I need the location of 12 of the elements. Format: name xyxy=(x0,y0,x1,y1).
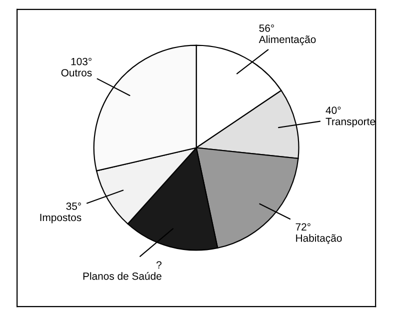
slice-label: Alimentação xyxy=(258,35,316,46)
slice-label: Habitação xyxy=(296,234,342,244)
slice-label: Impostos xyxy=(40,214,82,224)
data-label: 72° xyxy=(296,223,310,230)
data-label: 103° xyxy=(71,58,92,66)
data-label: 35° xyxy=(66,202,81,210)
data-label: ? xyxy=(156,261,162,269)
slice-label: Outros xyxy=(61,69,92,76)
data-label: 56° xyxy=(259,24,274,32)
data-label: 40° xyxy=(326,106,341,114)
slice-label: Transporte xyxy=(326,118,376,128)
slice-label: Planos de Saúde xyxy=(83,272,162,280)
